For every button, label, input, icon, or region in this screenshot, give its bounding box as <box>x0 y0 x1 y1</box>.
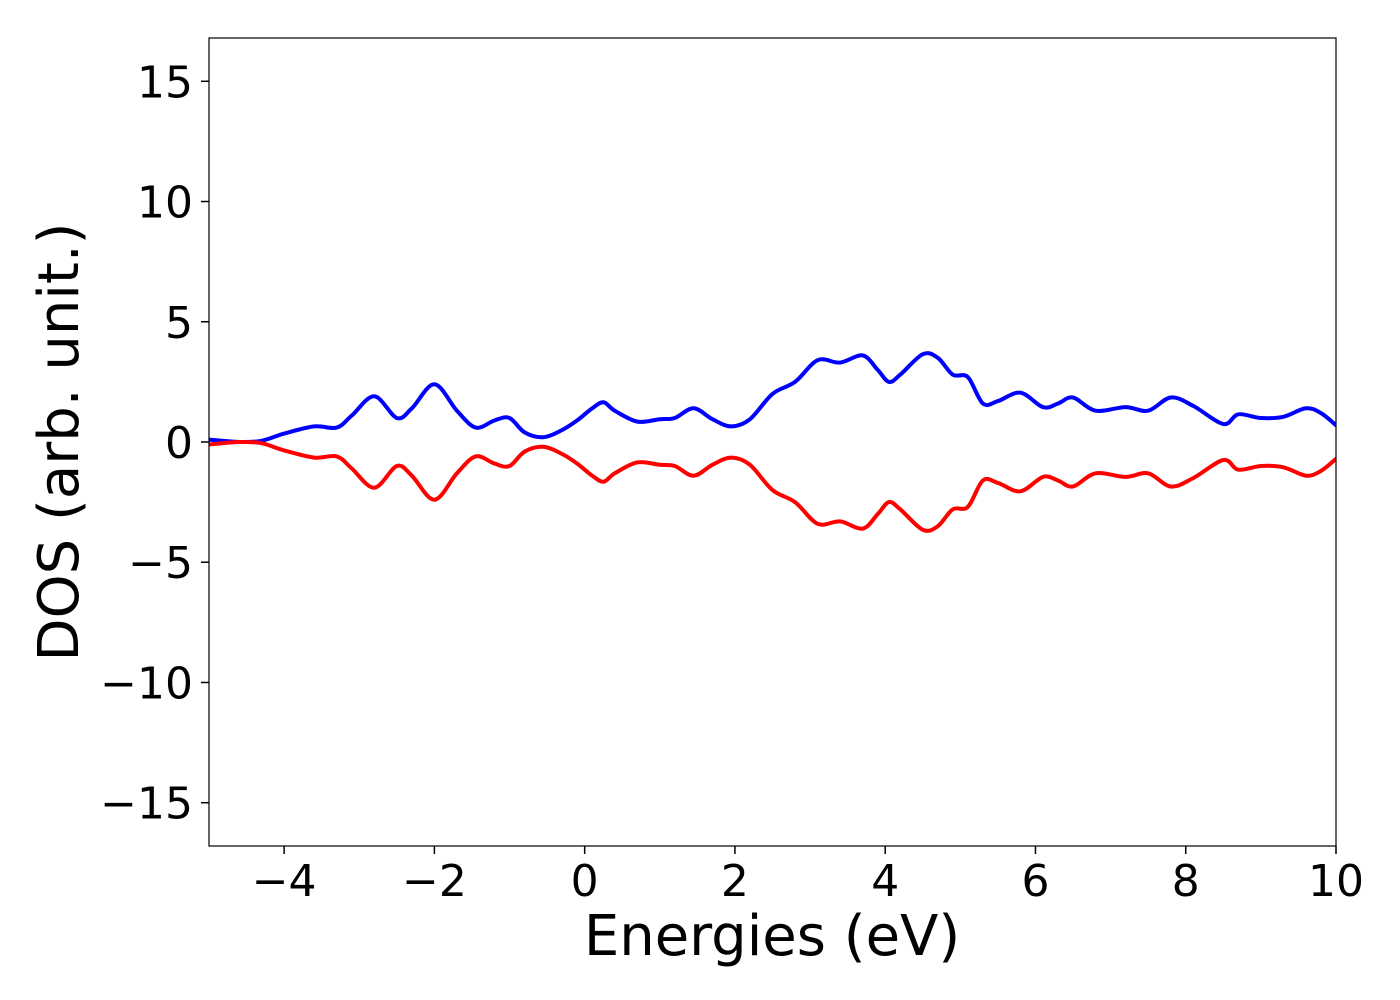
y-axis-title: DOS (arb. unit.) <box>27 222 92 661</box>
x-tick-label: −2 <box>402 856 467 907</box>
y-tick-label: −10 <box>100 658 193 709</box>
y-tick-label: 10 <box>137 178 193 229</box>
x-axis-title: Energies (eV) <box>584 904 960 969</box>
x-axis: −4 −2 0 2 4 6 8 10 <box>252 846 1364 907</box>
y-tick-label: −5 <box>128 538 193 589</box>
y-tick-label: 5 <box>165 298 193 349</box>
y-tick-label: 15 <box>137 57 193 108</box>
x-tick-label: −4 <box>252 856 317 907</box>
plot-frame <box>208 37 1337 847</box>
x-tick-label: 6 <box>1021 856 1049 907</box>
x-tick-label: 10 <box>1308 856 1364 907</box>
x-tick-label: 8 <box>1172 856 1200 907</box>
y-tick-label: −15 <box>100 779 193 830</box>
series-line-1 <box>209 351 1336 445</box>
series-layer <box>209 351 1336 533</box>
x-tick-label: 0 <box>571 856 599 907</box>
series-line-2 <box>209 439 1336 533</box>
y-tick-label: 0 <box>165 418 193 469</box>
x-tick-label: 2 <box>721 856 749 907</box>
y-axis: 15 10 5 0 −5 −10 −15 <box>100 57 209 830</box>
x-tick-label: 4 <box>871 856 899 907</box>
